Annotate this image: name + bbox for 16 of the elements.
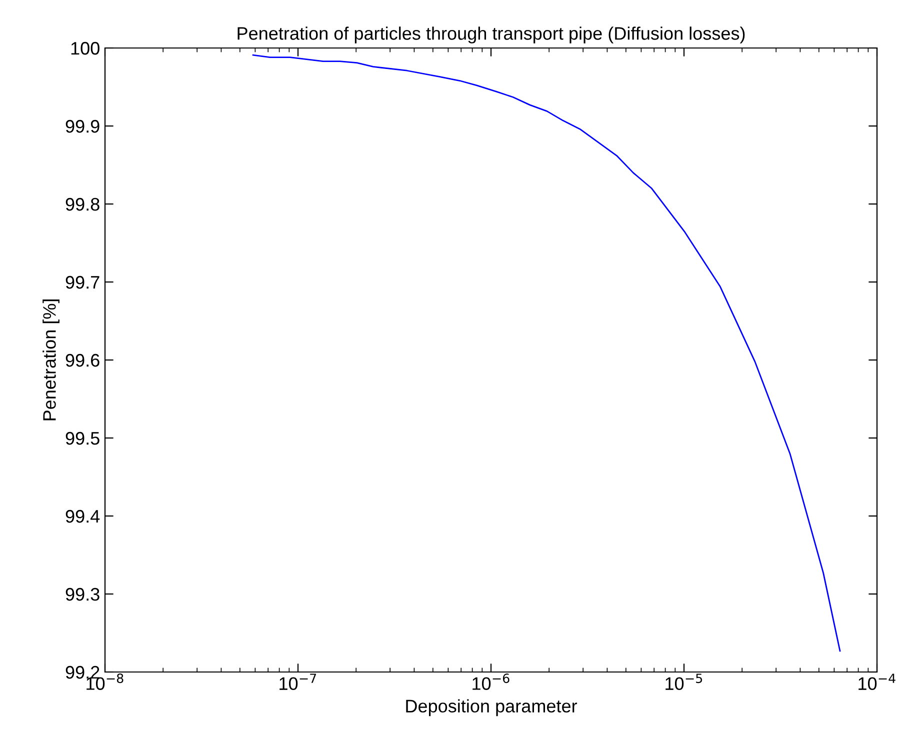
x-tick-label: 10$^{−4}$ [858,674,896,690]
y-tick-label: 100 [71,42,100,55]
y-tick-label: 99.5 [66,432,100,445]
y-tick-label: 99.9 [66,120,100,133]
y-tick-label: 99.2 [66,666,100,679]
y-tick-label: 99.8 [66,198,100,211]
y-tick-label: 99.4 [66,510,100,523]
y-tick-label: 99.3 [66,588,100,601]
x-tick-label: 10$^{−6}$ [472,674,510,690]
x-tick-label: 10$^{−7}$ [280,674,316,690]
y-tick-label: 99.7 [66,276,100,289]
y-axis-title: Penetration [%] [42,300,60,420]
y-tick-label: 99.6 [66,354,100,367]
x-tick-label: 10$^{−5}$ [666,674,702,690]
chart-title: Penetration of particles through transport pipe (Diffusion losses) [238,26,745,44]
x-axis-title: Deposition parameter [406,699,578,716]
